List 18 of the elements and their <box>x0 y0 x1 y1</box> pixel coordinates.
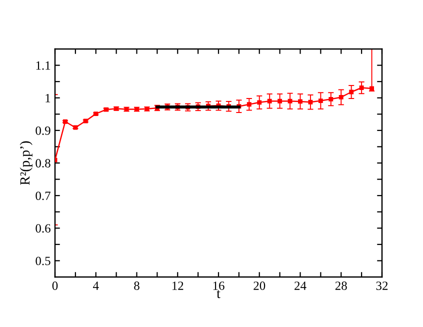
x-tick-label: 16 <box>213 282 224 290</box>
x-tick-label: 0 <box>52 282 58 290</box>
x-tick-label: 20 <box>254 282 266 290</box>
y-tick-label: 0.5 <box>36 256 50 266</box>
x-tick-label: 4 <box>92 282 99 290</box>
x-tick-label: 28 <box>335 282 347 290</box>
y-tick-label: 0.9 <box>36 126 50 135</box>
x-tick-label: 12 <box>172 282 184 290</box>
x-tick-label: 8 <box>134 282 140 290</box>
x-tick-label: 24 <box>294 282 306 290</box>
y-tick-label: 1.1 <box>36 61 50 70</box>
y-tick-label: 0.8 <box>36 159 50 168</box>
x-axis-title: t <box>216 290 220 298</box>
x-tick-label: 32 <box>376 282 388 290</box>
y-tick-label: 0.7 <box>36 192 50 200</box>
y-axis-title: R²(p,p’) <box>20 141 32 185</box>
y-tick-label: 0.6 <box>36 224 50 233</box>
y-tick-label: 1 <box>46 94 50 102</box>
